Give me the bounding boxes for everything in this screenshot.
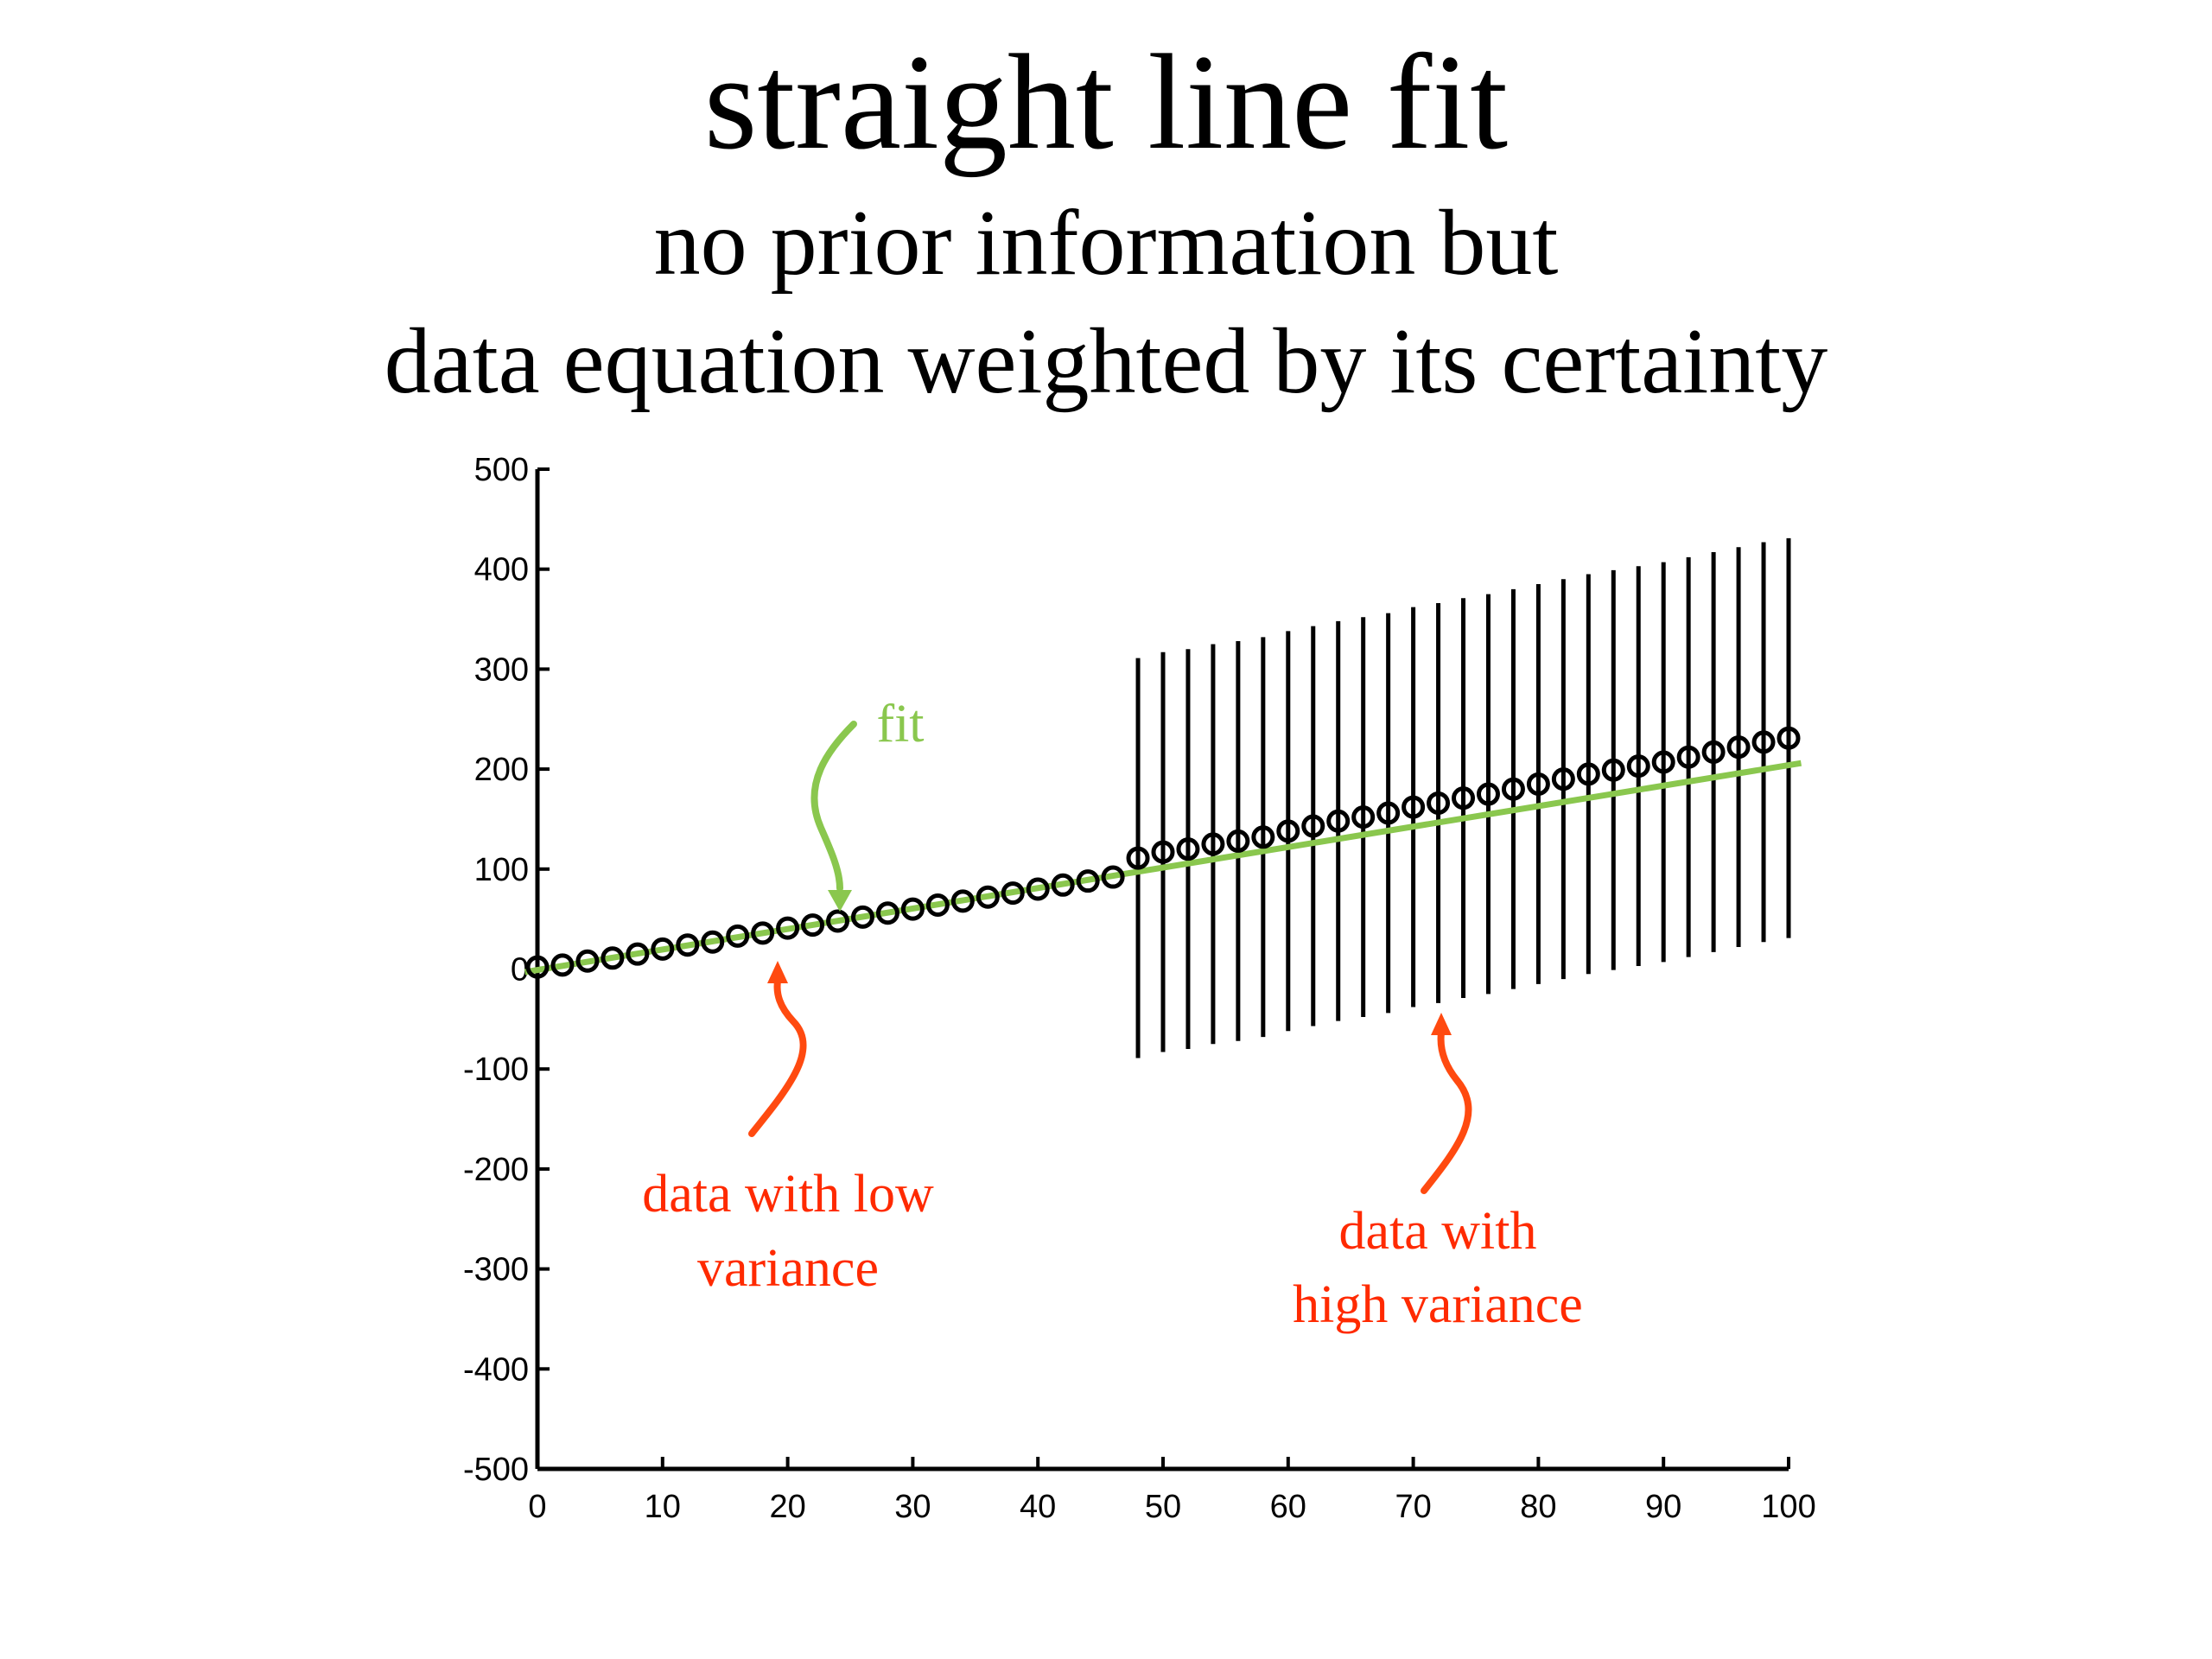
fit-line-group	[524, 760, 1802, 976]
data-point	[1651, 750, 1675, 774]
data-point	[1176, 837, 1200, 861]
arrow-shaft	[748, 977, 807, 1137]
error-bars	[1135, 537, 1791, 1058]
data-point	[1201, 832, 1225, 856]
y-tick-label: 300	[474, 652, 529, 688]
y-tick-label: 200	[474, 752, 529, 788]
x-tick-label: 70	[1395, 1489, 1431, 1525]
y-tick-label: -400	[463, 1351, 529, 1388]
data-markers	[525, 726, 1801, 979]
arrow-shaft	[1421, 1029, 1472, 1194]
data-point	[1576, 762, 1600, 786]
arrow-head	[767, 961, 788, 983]
data-point	[900, 897, 925, 921]
slide-subtitle-line1: no prior information but	[653, 192, 1559, 295]
data-point	[1501, 777, 1525, 801]
arrow-head	[828, 890, 852, 912]
data-point	[1051, 873, 1075, 897]
data-point	[801, 913, 825, 938]
data-point	[1402, 795, 1426, 819]
x-tick-label: 30	[894, 1489, 931, 1525]
data-point	[1726, 735, 1751, 760]
x-tick-label: 50	[1145, 1489, 1181, 1525]
data-point	[850, 905, 874, 929]
x-tick-label: 0	[528, 1489, 546, 1525]
y-tick-label: -200	[463, 1152, 529, 1188]
y-tick-label: 500	[474, 452, 529, 488]
data-point	[976, 885, 1000, 909]
data-point	[1476, 782, 1500, 806]
data-point	[676, 933, 700, 957]
x-tick-label: 90	[1645, 1489, 1681, 1525]
data-point	[1326, 809, 1351, 833]
data-point	[726, 924, 750, 948]
data-point	[1427, 791, 1451, 815]
data-point	[1452, 786, 1476, 810]
data-point	[550, 953, 575, 977]
slide-subtitle-line2: data equation weighted by its certainty	[384, 310, 1828, 413]
data-point	[1601, 758, 1625, 782]
data-point	[1676, 745, 1700, 769]
x-tick-label: 40	[1020, 1489, 1056, 1525]
x-tick-label: 60	[1270, 1489, 1306, 1525]
data-point	[1526, 772, 1550, 796]
y-tick-label: -500	[463, 1452, 529, 1488]
data-point	[1276, 819, 1300, 843]
data-point	[925, 893, 950, 917]
y-tick-label: 0	[511, 952, 529, 988]
arrow-shaft	[810, 721, 857, 892]
data-point	[1226, 829, 1250, 853]
data-point	[1751, 730, 1776, 754]
low-variance-label-line2: variance	[697, 1239, 879, 1298]
data-point	[601, 946, 625, 970]
x-tick-label: 20	[769, 1489, 805, 1525]
data-point	[1026, 877, 1050, 901]
fit-arrow	[810, 721, 857, 912]
data-point	[1551, 767, 1575, 791]
fit-line	[524, 760, 1802, 976]
data-point	[1251, 825, 1275, 849]
chart-annotations: fit data with low variance data with high va…	[642, 695, 1583, 1334]
data-point	[1351, 805, 1376, 830]
data-point	[826, 909, 850, 933]
y-tick-label: -300	[463, 1252, 529, 1288]
data-point	[1126, 846, 1150, 870]
data-point	[875, 901, 899, 925]
data-point	[1777, 726, 1801, 750]
data-point	[575, 949, 600, 973]
x-tick-label: 10	[645, 1489, 681, 1525]
high-variance-label-line2: high variance	[1293, 1275, 1583, 1334]
y-tick-label: -100	[463, 1052, 529, 1088]
data-point	[776, 916, 800, 940]
data-point	[701, 930, 725, 954]
data-point	[1626, 754, 1650, 779]
slide-title: straight line fit	[703, 27, 1509, 178]
data-point	[525, 955, 550, 979]
data-point	[1076, 869, 1100, 893]
data-point	[1001, 881, 1025, 906]
data-point	[751, 921, 775, 945]
x-tick-label: 100	[1761, 1489, 1815, 1525]
high-variance-label-line1: data with	[1339, 1202, 1537, 1261]
data-point	[626, 942, 650, 966]
data-point	[1151, 840, 1175, 864]
fit-label: fit	[876, 695, 924, 753]
arrow-head	[1431, 1013, 1452, 1035]
data-point	[1101, 865, 1125, 889]
low-variance-arrow	[748, 961, 807, 1137]
y-tick-label: 400	[474, 552, 529, 588]
data-point	[950, 889, 975, 913]
data-point	[1301, 814, 1325, 838]
data-point	[1701, 740, 1726, 764]
low-variance-label-line1: data with low	[642, 1165, 934, 1224]
data-point	[1376, 801, 1401, 825]
data-point	[651, 937, 675, 961]
y-tick-label: 100	[474, 852, 529, 888]
high-variance-arrow	[1421, 1013, 1472, 1194]
x-tick-label: 80	[1520, 1489, 1556, 1525]
